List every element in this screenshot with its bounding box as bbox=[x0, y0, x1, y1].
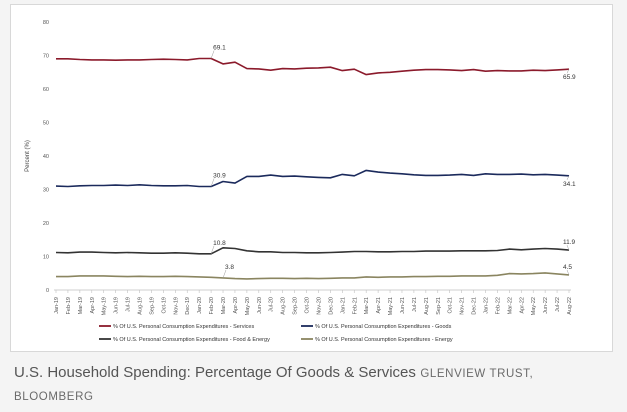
x-tick-label: Aug-19 bbox=[138, 297, 144, 315]
x-tick-label: Dec-21 bbox=[472, 297, 478, 315]
data-label-leader bbox=[210, 50, 215, 59]
x-tick-label: Feb-21 bbox=[352, 297, 358, 314]
y-tick-label: 40 bbox=[43, 154, 49, 160]
x-tick-label: Jul-21 bbox=[412, 297, 418, 312]
y-axis: 0 10 20 30 40 50 60 70 80 bbox=[43, 20, 49, 294]
x-tick-label: Aug-21 bbox=[424, 297, 430, 315]
data-label-leader bbox=[566, 245, 570, 251]
legend: % Of U.S. Personal Consumption Expenditu… bbox=[99, 324, 453, 343]
caption-title: U.S. Household Spending: Percentage Of G… bbox=[14, 364, 416, 381]
x-tick-label: Aug-22 bbox=[567, 297, 573, 315]
x-tick-label: Sep-20 bbox=[293, 297, 299, 315]
y-tick-label: 70 bbox=[43, 54, 49, 60]
data-labels: 69.1 65.9 30.9 34.1 10.8 11.9 3.8 4.5 bbox=[210, 45, 576, 279]
x-tick-label: May-20 bbox=[245, 297, 251, 315]
y-tick-label: 80 bbox=[43, 20, 49, 26]
x-tick-label: Jul-22 bbox=[555, 297, 561, 312]
x-tick-label: Jun-21 bbox=[400, 297, 406, 314]
data-label-leader bbox=[222, 269, 227, 279]
y-tick-label: 20 bbox=[43, 221, 49, 227]
legend-label: % Of U.S. Personal Consumption Expenditu… bbox=[113, 324, 254, 330]
x-tick-label: May-21 bbox=[388, 297, 394, 315]
series-line-0 bbox=[56, 57, 570, 76]
legend-label: % Of U.S. Personal Consumption Expenditu… bbox=[113, 337, 270, 343]
legend-label: % Of U.S. Personal Consumption Expenditu… bbox=[315, 337, 453, 343]
chart-caption: U.S. Household Spending: Percentage Of G… bbox=[14, 362, 614, 408]
x-tick-label: Jun-20 bbox=[257, 297, 263, 314]
x-tick-label: Jan-21 bbox=[340, 297, 346, 314]
y-tick-label: 60 bbox=[43, 87, 49, 93]
x-tick-label: Apr-22 bbox=[519, 297, 525, 314]
caption-credit: Glenview Trust, Bloomberg bbox=[14, 368, 534, 403]
data-label-leader bbox=[210, 178, 215, 187]
x-tick-label: Sep-21 bbox=[436, 297, 442, 315]
x-tick-label: Oct-20 bbox=[305, 297, 311, 314]
x-tick-label: May-19 bbox=[102, 297, 108, 315]
x-tick-label: Jul-20 bbox=[269, 297, 275, 312]
data-label: 10.8 bbox=[213, 240, 226, 247]
data-label: 11.9 bbox=[563, 239, 576, 246]
x-tick-label: Feb-20 bbox=[209, 297, 215, 314]
x-tick-label: Jan-19 bbox=[54, 297, 60, 314]
x-tick-label: Dec-20 bbox=[328, 297, 334, 315]
series-layer bbox=[55, 57, 570, 280]
x-tick-label: Jul-19 bbox=[126, 297, 132, 312]
y-tick-label: 50 bbox=[43, 121, 49, 127]
data-label: 34.1 bbox=[563, 181, 576, 188]
x-tick-label: Oct-19 bbox=[161, 297, 167, 314]
series-line-2 bbox=[55, 247, 570, 255]
x-tick-label: Feb-22 bbox=[495, 297, 501, 314]
x-tick-label: Mar-19 bbox=[78, 297, 84, 314]
data-label-leader bbox=[566, 69, 570, 74]
data-label: 4.5 bbox=[563, 264, 572, 271]
x-tick-label: Jan-22 bbox=[483, 297, 489, 314]
data-label: 69.1 bbox=[213, 45, 226, 52]
x-tick-label: Jan-20 bbox=[197, 297, 203, 314]
x-tick-label: Dec-19 bbox=[185, 297, 191, 315]
x-tick-label: Aug-20 bbox=[281, 297, 287, 315]
x-tick-label: Apr-21 bbox=[376, 297, 382, 314]
x-tick-label: May-22 bbox=[531, 297, 537, 315]
x-tick-label: Feb-19 bbox=[66, 297, 72, 314]
x-tick-label: Apr-20 bbox=[233, 297, 239, 314]
data-label-leader bbox=[566, 269, 570, 276]
x-tick-label: Oct-21 bbox=[448, 297, 454, 314]
x-axis: Jan-19 Feb-19 Mar-19 Apr-19 May-19 Jun-19 Jul-… bbox=[54, 289, 573, 315]
line-chart: 0 10 20 30 40 50 60 70 80 Percent (%) Jan-19 Feb-… bbox=[25, 20, 576, 343]
y-tick-label: 0 bbox=[46, 288, 49, 294]
y-axis-label: Percent (%) bbox=[25, 140, 31, 172]
y-tick-label: 30 bbox=[43, 188, 49, 194]
data-label-leader bbox=[566, 175, 570, 180]
x-tick-label: Nov-19 bbox=[173, 297, 179, 315]
x-tick-label: Mar-21 bbox=[364, 297, 370, 314]
y-tick-label: 10 bbox=[43, 255, 49, 261]
data-label: 3.8 bbox=[225, 264, 234, 271]
y-axis-title: Percent (%) bbox=[25, 140, 31, 172]
data-label-leader bbox=[210, 245, 215, 254]
x-tick-label: Sep-19 bbox=[149, 297, 155, 315]
x-tick-label: Mar-20 bbox=[221, 297, 227, 314]
x-tick-label: Nov-20 bbox=[316, 297, 322, 315]
x-tick-label: Apr-19 bbox=[90, 297, 96, 314]
x-tick-label: Mar-22 bbox=[507, 297, 513, 314]
x-tick-label: Jun-19 bbox=[114, 297, 120, 314]
legend-label: % Of U.S. Personal Consumption Expenditu… bbox=[315, 324, 452, 330]
x-tick-label: Nov-21 bbox=[460, 297, 466, 315]
series-line-3 bbox=[56, 272, 570, 280]
series-line-1 bbox=[55, 169, 570, 188]
chart-panel: 0 10 20 30 40 50 60 70 80 Percent (%) Jan-19 Feb-… bbox=[10, 4, 613, 352]
data-label: 30.9 bbox=[213, 172, 226, 179]
data-label: 65.9 bbox=[563, 74, 576, 81]
x-tick-label: Jun-22 bbox=[543, 297, 549, 314]
